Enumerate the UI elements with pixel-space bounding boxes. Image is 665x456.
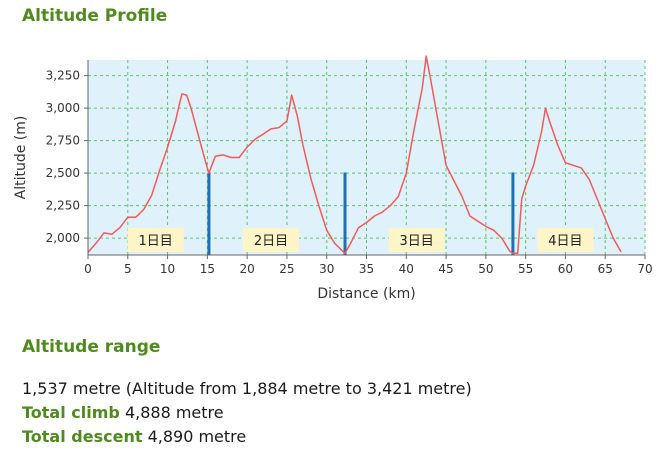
day-label: 4日目 [548, 234, 582, 249]
range-title: Altitude range [22, 337, 161, 357]
day-label: 2日目 [254, 234, 288, 249]
day-label-box [388, 228, 445, 252]
x-tick-label: 50 [478, 262, 493, 276]
y-tick-label: 2,250 [46, 199, 80, 213]
total-descent-row: Total descent 4,890 metre [22, 425, 472, 449]
x-tick-label: 25 [279, 262, 294, 276]
y-axis-title: Altitude (m) [13, 116, 29, 200]
day-labels: 1日目 2日目 3日目 4日目 [127, 228, 594, 252]
x-tick-label: 0 [84, 262, 92, 276]
total-climb-value: 4,888 metre [124, 403, 224, 422]
x-tick-label: 45 [438, 262, 453, 276]
total-descent-label: Total descent [22, 427, 143, 446]
day-label: 3日目 [399, 234, 433, 249]
y-tick-label: 3,250 [46, 69, 80, 83]
day-label-box [127, 228, 184, 252]
total-descent-value: 4,890 metre [147, 427, 247, 446]
y-tick-label: 2,750 [46, 134, 80, 148]
x-tick-label: 5 [124, 262, 132, 276]
day-label-box [537, 228, 594, 252]
x-tick-label: 15 [200, 262, 215, 276]
day-label-box [243, 228, 300, 252]
altitude-range-text: 1,537 metre (Altitude from 1,884 metre t… [22, 379, 472, 398]
axes: 0 5 10 15 20 25 30 35 40 45 50 55 60 65 70 2,000 2,250 2,… [46, 60, 653, 276]
x-tick-label: 60 [558, 262, 573, 276]
x-tick-label: 70 [637, 262, 652, 276]
day-markers [207, 172, 515, 255]
x-tick-label: 10 [160, 262, 175, 276]
altitude-chart: 1日目 2日目 3日目 4日目 0 5 10 15 20 25 30 35 40 45 50 55 60 65 7… [13, 55, 653, 302]
total-climb-label: Total climb [22, 403, 120, 422]
y-tick-label: 2,000 [46, 231, 80, 245]
total-climb-row: Total climb 4,888 metre [22, 401, 472, 425]
x-tick-label: 20 [240, 262, 255, 276]
x-tick-label: 55 [518, 262, 533, 276]
y-tick-label: 2,500 [46, 166, 80, 180]
x-axis-title: Distance (km) [317, 286, 415, 302]
altitude-series-line [87, 55, 622, 254]
stats-panel: 1,537 metre (Altitude from 1,884 metre t… [22, 377, 472, 449]
y-tick-label: 3,000 [46, 101, 80, 115]
x-tick-label: 65 [598, 262, 613, 276]
x-tick-label: 35 [359, 262, 374, 276]
x-tick-label: 40 [399, 262, 414, 276]
profile-title: Altitude Profile [22, 6, 168, 26]
x-tick-label: 30 [319, 262, 334, 276]
day-label: 1日目 [138, 234, 172, 249]
